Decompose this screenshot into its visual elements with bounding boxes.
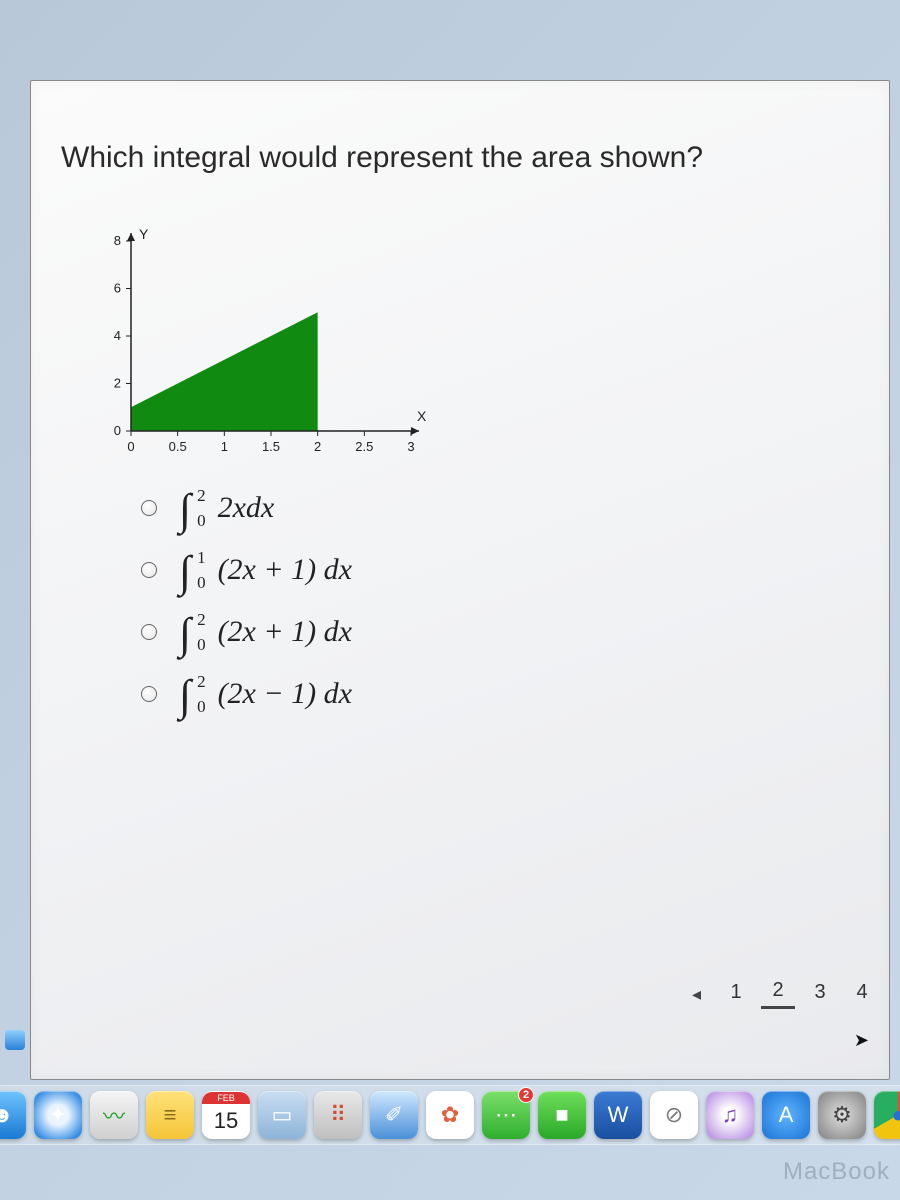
- integral-expression: ∫20(2x + 1) dx: [179, 615, 352, 649]
- block-icon[interactable]: ⊘: [650, 1091, 698, 1139]
- svg-text:2: 2: [114, 376, 121, 391]
- integral-symbol: ∫: [179, 683, 191, 709]
- svg-text:0: 0: [114, 423, 121, 438]
- integral-limits: 20: [197, 491, 206, 525]
- facetime-icon[interactable]: ■: [538, 1091, 586, 1139]
- integral-expression: ∫202xdx: [179, 491, 274, 525]
- notes-icon[interactable]: ≡: [146, 1091, 194, 1139]
- dock: ☻✦〰≡FEB15▭⠿✐✿⋯2■W⊘♫A⚙●1: [0, 1085, 900, 1145]
- svg-text:1: 1: [221, 439, 228, 454]
- integral-symbol: ∫: [179, 621, 191, 647]
- integrand: (2x + 1) dx: [212, 615, 352, 649]
- photos-icon[interactable]: ✿: [426, 1091, 474, 1139]
- answer-option-1[interactable]: ∫202xdx: [141, 491, 352, 525]
- integral-limits: 10: [197, 553, 206, 587]
- badge: 2: [518, 1087, 534, 1103]
- answer-option-3[interactable]: ∫20(2x + 1) dx: [141, 615, 352, 649]
- svg-text:2: 2: [314, 439, 321, 454]
- svg-text:8: 8: [114, 233, 121, 248]
- safari-icon[interactable]: ✦: [34, 1091, 82, 1139]
- svg-text:6: 6: [114, 281, 121, 296]
- itunes-icon[interactable]: ♫: [706, 1091, 754, 1139]
- finder-icon[interactable]: ☻: [0, 1091, 26, 1139]
- dock-wrap: ☻✦〰≡FEB15▭⠿✐✿⋯2■W⊘♫A⚙●1: [0, 1085, 900, 1145]
- radio-button[interactable]: [141, 562, 157, 578]
- svg-text:Y: Y: [139, 226, 149, 242]
- integrand: (2x + 1) dx: [212, 553, 352, 587]
- svg-text:0: 0: [127, 439, 134, 454]
- integral-limits: 20: [197, 615, 206, 649]
- svg-text:4: 4: [114, 328, 121, 343]
- answer-option-4[interactable]: ∫20(2x − 1) dx: [141, 677, 352, 711]
- area-chart: 0 0.5 1 1.5 2 2.5 3 0 2 4 6 8 X Y: [91, 221, 431, 471]
- macbook-label: MacBook: [783, 1158, 890, 1186]
- radio-button[interactable]: [141, 500, 157, 516]
- activity-icon[interactable]: 〰: [90, 1091, 138, 1139]
- pager-page-4[interactable]: 4: [845, 981, 879, 1008]
- integral-expression: ∫20(2x − 1) dx: [179, 677, 352, 711]
- radio-button[interactable]: [141, 686, 157, 702]
- finder-mini-icon[interactable]: [5, 1030, 25, 1050]
- question-title: Which integral would represent the area …: [61, 141, 703, 175]
- svg-text:2.5: 2.5: [355, 439, 373, 454]
- integral-symbol: ∫: [179, 559, 191, 585]
- answer-option-2[interactable]: ∫10(2x + 1) dx: [141, 553, 352, 587]
- svg-text:X: X: [417, 408, 427, 424]
- word-icon[interactable]: W: [594, 1091, 642, 1139]
- settings-icon[interactable]: ⚙: [818, 1091, 866, 1139]
- integral-expression: ∫10(2x + 1) dx: [179, 553, 352, 587]
- appstore-icon[interactable]: A: [762, 1091, 810, 1139]
- pager-page-3[interactable]: 3: [803, 981, 837, 1008]
- integral-limits: 20: [197, 677, 206, 711]
- svg-text:1.5: 1.5: [262, 439, 280, 454]
- question-panel: Which integral would represent the area …: [30, 80, 890, 1080]
- launchpad-icon[interactable]: ⠿: [314, 1091, 362, 1139]
- left-strip: [0, 80, 30, 1080]
- svg-text:3: 3: [407, 439, 414, 454]
- integrand: 2xdx: [212, 491, 275, 525]
- messages-icon[interactable]: ⋯2: [482, 1091, 530, 1139]
- calendar-icon[interactable]: FEB15: [202, 1091, 250, 1139]
- answer-options: ∫202xdx∫10(2x + 1) dx∫20(2x + 1) dx∫20(2…: [141, 491, 352, 711]
- integral-symbol: ∫: [179, 497, 191, 523]
- radio-button[interactable]: [141, 624, 157, 640]
- pager: ◂ 1234: [692, 979, 879, 1009]
- cursor-icon: ➤: [854, 1030, 869, 1051]
- preview-icon[interactable]: ✐: [370, 1091, 418, 1139]
- pager-page-2[interactable]: 2: [761, 979, 795, 1009]
- svg-text:0.5: 0.5: [169, 439, 187, 454]
- chrome-icon[interactable]: ●1: [874, 1091, 900, 1139]
- pager-page-1[interactable]: 1: [719, 981, 753, 1008]
- window-icon[interactable]: ▭: [258, 1091, 306, 1139]
- integrand: (2x − 1) dx: [212, 677, 352, 711]
- pager-prev[interactable]: ◂: [692, 984, 711, 1005]
